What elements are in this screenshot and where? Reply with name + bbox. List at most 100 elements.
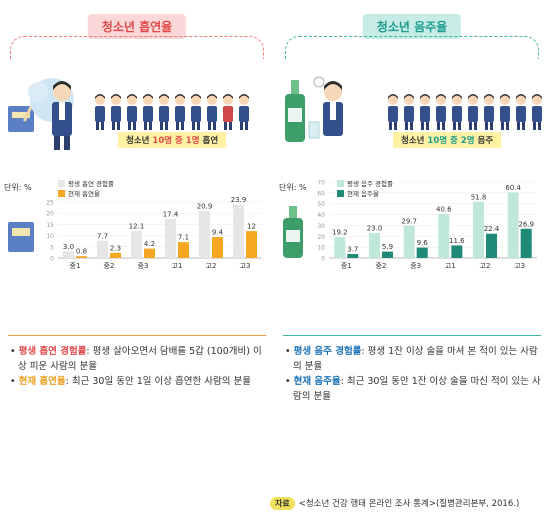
definition-current-drinking: • 현재 음주율: 최근 30일 동안 1잔 이상 술을 마신 적이 있는 사람… xyxy=(285,376,541,402)
y-tick-label: 10 xyxy=(46,233,54,240)
student-figure-icon xyxy=(452,94,462,130)
student-figure-icon xyxy=(143,94,153,130)
drinking-title: 청소년 음주율 xyxy=(362,14,462,39)
student-figure-icon xyxy=(223,94,233,130)
y-tick-label: 30 xyxy=(317,223,325,230)
data-label: 4.2 xyxy=(144,240,155,248)
legend-entry: 평생 음주 경험률 xyxy=(347,179,393,188)
y-tick-label: 5 xyxy=(50,244,54,251)
student-figure-icon xyxy=(111,94,121,130)
y-tick-label: 0 xyxy=(321,256,325,263)
x-tick-label: 고2 xyxy=(480,262,491,270)
bar xyxy=(473,201,484,258)
drinking-chart: 단위: % 0 10 20 30 40 50 60 70 19.2 3.7 중1 23.0 5.9 중2 29… xyxy=(275,172,549,282)
x-tick-label: 고1 xyxy=(172,262,183,270)
definition-lifetime-drinking: • 평생 음주 경험률: 평생 1잔 이상 술을 마셔 본 적이 있는 사람의 … xyxy=(285,346,538,372)
data-label: 9.6 xyxy=(417,239,429,247)
student-row-icon xyxy=(95,94,249,130)
student-figure-icon xyxy=(484,94,494,130)
bar xyxy=(110,252,121,258)
data-label: 29.7 xyxy=(401,217,417,225)
data-label: 17.4 xyxy=(163,211,179,219)
data-label: 22.4 xyxy=(484,225,500,233)
data-label: 0.8 xyxy=(76,248,87,256)
smoking-dash-arc xyxy=(10,36,264,59)
data-label: 23.9 xyxy=(231,196,247,204)
y-tick-label: 70 xyxy=(317,180,325,187)
bar xyxy=(403,225,415,258)
source-text: <청소년 건강 행태 온라인 조사 통계>(질병관리본부, 2016.) xyxy=(298,499,520,509)
data-label: 12.1 xyxy=(129,222,145,230)
data-label: 20.9 xyxy=(197,203,213,211)
student-figure-icon xyxy=(404,94,414,130)
bar xyxy=(451,245,463,258)
student-figure-icon xyxy=(95,94,105,130)
bar xyxy=(199,211,210,258)
legend-swatch xyxy=(337,190,344,197)
data-label: 12 xyxy=(247,223,256,231)
y-tick-label: 20 xyxy=(317,234,325,241)
bar xyxy=(334,237,346,258)
student-smoking-icon xyxy=(52,81,72,150)
drinking-illustration xyxy=(285,76,542,142)
data-label: 7.7 xyxy=(97,232,108,240)
smoking-illustration xyxy=(8,78,249,150)
drinking-dash-arc xyxy=(285,36,539,59)
drinking-definitions: • 평생 음주 경험률: 평생 1잔 이상 술을 마셔 본 적이 있는 사람의 … xyxy=(285,344,543,404)
soju-bottle-icon xyxy=(283,206,303,258)
drinking-def-rule xyxy=(283,335,541,336)
x-tick-label: 고3 xyxy=(240,262,251,270)
student-figure-icon xyxy=(207,94,217,130)
drinking-caption: 청소년 10명 중 2명 음주 xyxy=(393,132,502,148)
student-figure-icon xyxy=(468,94,478,130)
data-label: 60.4 xyxy=(505,184,521,192)
student-figure-icon xyxy=(159,94,169,130)
x-tick-label: 고3 xyxy=(514,262,525,270)
source-note: 자료 <청소년 건강 행태 온라인 조사 통계>(질병관리본부, 2016.) xyxy=(270,497,519,510)
y-tick-label: 20 xyxy=(46,211,54,218)
data-label: 19.2 xyxy=(332,229,348,237)
data-label: 26.9 xyxy=(518,220,534,228)
y-tick-label: 15 xyxy=(46,222,54,229)
y-tick-label: 10 xyxy=(317,245,325,252)
x-tick-label: 중3 xyxy=(138,262,149,270)
student-figure-icon xyxy=(532,94,542,130)
x-tick-label: 중2 xyxy=(376,262,387,270)
student-figure-icon xyxy=(191,94,201,130)
x-tick-label: 중1 xyxy=(341,262,352,270)
y-tick-label: 60 xyxy=(317,190,325,197)
legend-swatch xyxy=(337,180,344,187)
smoking-title: 청소년 흡연율 xyxy=(87,14,187,39)
x-tick-label: 고1 xyxy=(445,262,456,270)
bar xyxy=(97,240,108,258)
bar xyxy=(63,251,74,258)
bar xyxy=(165,219,176,258)
data-label: 2.3 xyxy=(110,244,121,252)
source-tag: 자료 xyxy=(270,497,295,510)
data-label: 23.0 xyxy=(367,225,383,233)
y-axis-unit-label: 단위: % xyxy=(4,182,32,192)
smoking-caption: 청소년 10명 중 1명 흡연 xyxy=(118,132,227,148)
soju-bottle-icon xyxy=(285,80,305,142)
bar xyxy=(76,256,87,258)
student-row-icon xyxy=(388,94,542,130)
data-label: 51.8 xyxy=(471,193,487,201)
data-label: 40.6 xyxy=(436,205,452,213)
x-tick-label: 중2 xyxy=(104,262,115,270)
bar xyxy=(233,204,244,258)
y-axis-unit-label: 단위: % xyxy=(279,182,307,192)
data-label: 5.9 xyxy=(382,243,393,251)
student-figure-icon xyxy=(127,94,137,130)
data-label: 9.4 xyxy=(212,228,224,236)
student-figure-icon xyxy=(239,94,249,130)
bar xyxy=(212,236,223,258)
bar xyxy=(382,251,393,258)
bar xyxy=(131,230,142,258)
bar xyxy=(369,233,380,258)
dizzy-student-icon xyxy=(313,76,343,136)
student-figure-icon xyxy=(516,94,526,130)
definition-current-smoking: • 현재 흡연율: 최근 30일 동안 1일 이상 흡연한 사람의 분율 xyxy=(10,376,251,387)
x-tick-label: 중1 xyxy=(70,262,81,270)
bar xyxy=(178,242,189,258)
y-tick-label: 40 xyxy=(317,212,325,219)
